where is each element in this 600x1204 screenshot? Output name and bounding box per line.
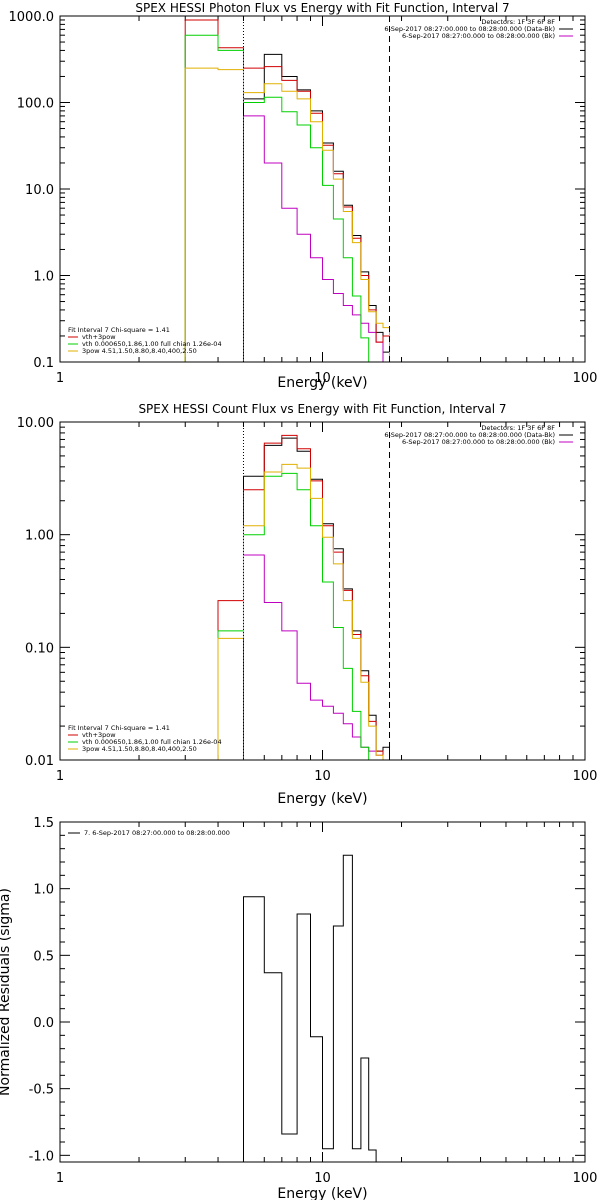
y-tick-label: 1.0	[33, 270, 54, 285]
info-line: Detectors: 1F 3F 6F 8F	[481, 18, 555, 26]
chart-title: SPEX HESSI Photon Flux vs Energy with Fi…	[135, 1, 509, 15]
fit-legend-label: vth 0.000650,1.86,1.00 full chian 1.26e-…	[82, 738, 222, 746]
series-line-data-bk	[243, 53, 390, 362]
info-line: 6-Sep-2017 08:27:00.000 to 08:28:00.000 …	[402, 438, 555, 446]
series-line-vth	[184, 34, 377, 362]
series-line-3pow	[184, 67, 390, 362]
series-group	[217, 434, 402, 760]
series-line-3pow	[217, 463, 390, 760]
y-tick-label: 0.01	[25, 754, 54, 769]
x-tick-label: 100	[573, 1171, 598, 1186]
series-line-bk	[243, 115, 384, 362]
plot-frame	[59, 821, 586, 1163]
x-tick-label: 10	[314, 1171, 331, 1186]
x-tick-label: 1	[56, 371, 64, 386]
info-line: 6-Sep-2017 08:27:00.000 to 08:28:00.000 …	[384, 431, 555, 439]
series-group	[243, 854, 377, 1162]
fit-legend-label: vth 0.000650,1.86,1.00 full chian 1.26e-…	[82, 340, 222, 348]
series-line-vth-3pow	[217, 434, 402, 760]
y-tick-label: 10.00	[17, 416, 54, 431]
x-tick-label: 10	[314, 769, 331, 784]
chart-title: SPEX HESSI Count Flux vs Energy with Fit…	[138, 402, 506, 416]
series-group	[184, 19, 390, 362]
x-tick-label: 10	[314, 371, 331, 386]
y-tick-label: -0.5	[29, 1083, 54, 1098]
x-axis-label: Energy (keV)	[277, 375, 367, 391]
x-tick-label: 100	[573, 769, 598, 784]
series-line-residuals	[243, 854, 377, 1162]
fit-legend-label: 3pow 4.51,1.50,8.80,8.40,400,2.50	[82, 745, 197, 753]
y-tick-label: 1.5	[33, 816, 54, 831]
x-axis-label: Energy (keV)	[277, 791, 367, 807]
legend-label: 7. 6-Sep-2017 08:27:00.000 to 08:28:00.0…	[84, 829, 230, 837]
fit-legend-label: Fit Interval 7 Chi-square = 1.41	[68, 724, 170, 732]
y-tick-label: 0.5	[33, 949, 54, 964]
y-tick-label: 1.00	[25, 529, 54, 544]
series-line-vth-3pow	[184, 19, 390, 362]
fit-legend-label: Fit Interval 7 Chi-square = 1.41	[68, 326, 170, 334]
fit-legend-label: vth+3pow	[82, 333, 116, 341]
chart-panel-3: 1 10 100 Energy (keV) -1.0 -0.5 0.0 0.5 1.0 1.5 No…	[0, 816, 598, 1202]
y-tick-label: -1.0	[29, 1149, 54, 1164]
x-tick-label: 1	[56, 1171, 64, 1186]
plot-frame	[59, 15, 586, 363]
chart-panel-2: SPEX HESSI Count Flux vs Energy with Fit…	[17, 402, 598, 807]
y-tick-label: 1000.0	[9, 10, 55, 25]
plot-frame	[59, 421, 586, 761]
y-tick-label: 0.10	[25, 641, 54, 656]
info-line: 6-Sep-2017 08:27:00.000 to 08:28:00.000 …	[402, 32, 555, 40]
axis-ticks	[59, 15, 586, 363]
series-line-bk	[243, 554, 384, 760]
series-line-data-bk	[243, 437, 390, 760]
axis-ticks	[59, 421, 586, 761]
info-line: Detectors: 1F 3F 6F 8F	[481, 424, 555, 432]
info-line: 6-Sep-2017 08:27:00.000 to 08:28:00.000 …	[384, 25, 555, 33]
y-tick-label: 100.0	[17, 97, 54, 112]
fit-legend-label: vth+3pow	[82, 731, 116, 739]
x-tick-label: 1	[56, 769, 64, 784]
y-tick-label: 0.1	[33, 356, 54, 371]
chart-panel-1: SPEX HESSI Photon Flux vs Energy with Fi…	[9, 1, 598, 391]
y-tick-label: 1.0	[33, 883, 54, 898]
y-axis-label: Normalized Residuals (sigma)	[0, 888, 13, 1096]
y-tick-label: 0.0	[33, 1016, 54, 1031]
x-axis-label: Energy (keV)	[277, 1186, 367, 1200]
x-tick-label: 100	[573, 371, 598, 386]
y-tick-label: 10.0	[25, 183, 54, 198]
fit-legend-label: 3pow 4.51,1.50,8.80,8.40,400,2.50	[82, 347, 197, 355]
